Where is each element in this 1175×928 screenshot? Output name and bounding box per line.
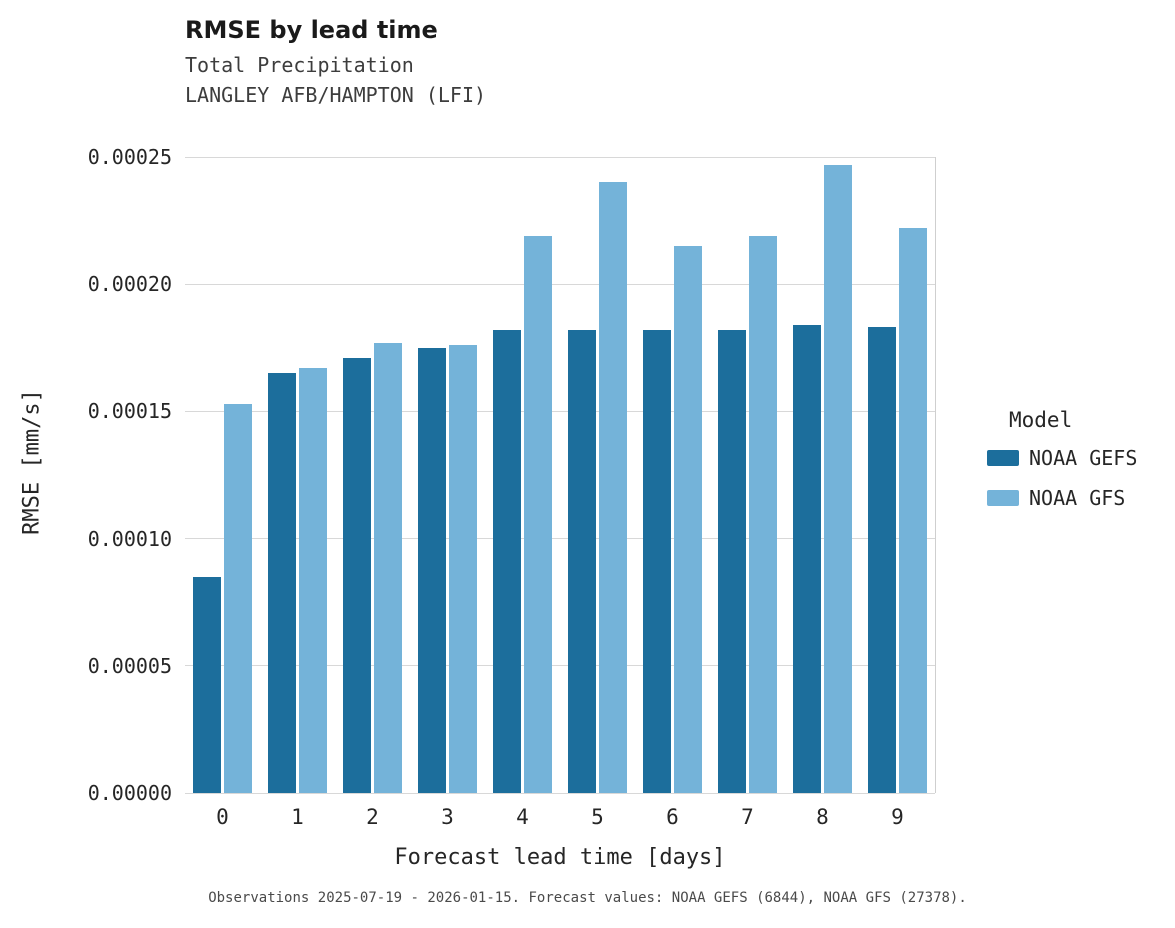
bar-noaa-gfs-day-9 (899, 228, 927, 793)
bar-noaa-gfs-day-0 (224, 403, 252, 793)
y-tick-label-0: 0.00000 (87, 781, 172, 805)
gridline-2 (185, 538, 935, 540)
bar-group-day-7 (710, 157, 785, 793)
bar-noaa-gefs-day-8 (793, 324, 821, 793)
x-tick-label-5: 5 (591, 805, 604, 829)
legend-swatch-gefs (987, 450, 1019, 466)
legend-label-gefs: NOAA GEFS (1029, 446, 1138, 470)
bar-noaa-gefs-day-0 (193, 576, 221, 793)
bars-row (185, 157, 935, 793)
bar-noaa-gefs-day-2 (343, 357, 371, 793)
bar-noaa-gfs-day-8 (824, 164, 852, 793)
gridline-5 (185, 156, 935, 158)
bar-group-day-6 (635, 157, 710, 793)
legend-title: Model (1009, 408, 1073, 432)
legend-label-gfs: NOAA GFS (1029, 486, 1126, 510)
chart-subtitle-station: LANGLEY AFB/HAMPTON (LFI) (185, 83, 487, 107)
plot-area (185, 156, 936, 794)
bar-noaa-gefs-day-5 (568, 330, 596, 793)
gridline-0 (185, 792, 935, 794)
bar-group-day-9 (860, 157, 935, 793)
chart-subtitle-variable: Total Precipitation (185, 53, 414, 77)
legend-entry-gfs: NOAA GFS (987, 486, 1172, 510)
x-axis-label: Forecast lead time [days] (394, 845, 726, 870)
y-axis-ticks: 0.00000 0.00005 0.00010 0.00015 0.00020 0.000… (0, 146, 172, 804)
x-tick-label-0: 0 (216, 805, 229, 829)
bar-group-day-8 (785, 157, 860, 793)
bar-noaa-gefs-day-3 (418, 347, 446, 793)
x-tick-label-8: 8 (816, 805, 829, 829)
chart-title: RMSE by lead time (185, 16, 438, 44)
y-tick-label-2: 0.00010 (87, 526, 172, 551)
bar-noaa-gefs-day-7 (718, 330, 746, 793)
x-tick-label-7: 7 (741, 805, 754, 829)
bar-noaa-gefs-day-9 (868, 327, 896, 793)
bar-noaa-gfs-day-2 (374, 342, 402, 793)
legend-swatch-gfs (987, 490, 1019, 506)
gridline-3 (185, 410, 935, 412)
gridline-4 (185, 283, 935, 285)
x-tick-label-1: 1 (291, 805, 304, 829)
legend: Model NOAA GEFS NOAA GFS (987, 408, 1172, 526)
x-tick-label-6: 6 (666, 805, 679, 829)
x-tick-label-3: 3 (441, 805, 454, 829)
bar-noaa-gfs-day-4 (524, 235, 552, 793)
bar-group-day-0 (185, 157, 260, 793)
x-axis-ticks: 0 1 2 3 4 5 6 7 8 9 (185, 805, 935, 829)
bar-group-day-1 (260, 157, 335, 793)
bar-noaa-gfs-day-5 (599, 182, 627, 793)
bar-noaa-gfs-day-7 (749, 235, 777, 793)
bar-group-day-4 (485, 157, 560, 793)
bar-noaa-gfs-day-1 (299, 368, 327, 793)
bar-noaa-gfs-day-6 (674, 246, 702, 793)
bar-noaa-gfs-day-3 (449, 345, 477, 793)
bar-group-day-5 (560, 157, 635, 793)
bar-group-day-3 (410, 157, 485, 793)
legend-entry-gefs: NOAA GEFS (987, 446, 1172, 470)
bar-noaa-gefs-day-6 (643, 330, 671, 793)
y-tick-label-3: 0.00015 (87, 399, 172, 424)
chart-caption: Observations 2025-07-19 - 2026-01-15. Fo… (208, 890, 967, 906)
y-tick-label-1: 0.00005 (87, 653, 172, 678)
x-tick-label-4: 4 (516, 805, 529, 829)
gridline-1 (185, 665, 935, 667)
y-tick-label-5: 0.00025 (87, 145, 172, 169)
bar-group-day-2 (335, 157, 410, 793)
y-tick-label-4: 0.00020 (87, 272, 172, 297)
x-tick-label-2: 2 (366, 805, 379, 829)
bar-noaa-gefs-day-1 (268, 373, 296, 793)
bar-noaa-gefs-day-4 (493, 330, 521, 793)
x-tick-label-9: 9 (891, 805, 904, 829)
